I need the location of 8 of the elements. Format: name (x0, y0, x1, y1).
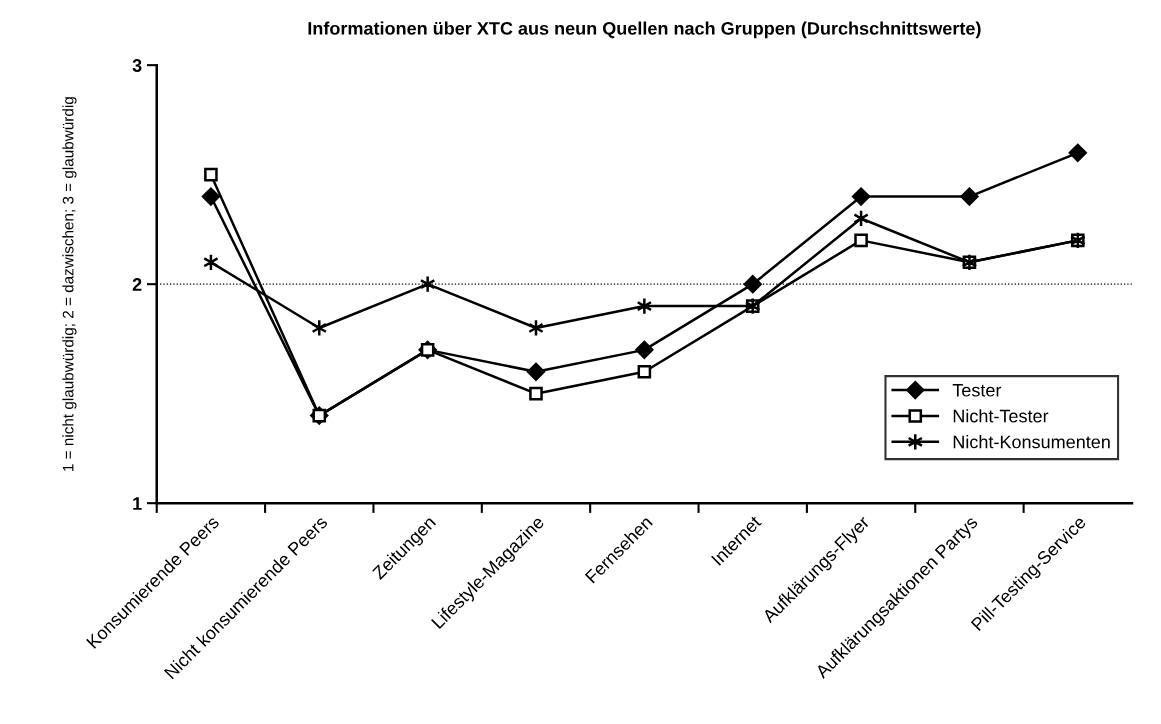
legend-label: Nicht-Konsumenten (953, 435, 1110, 449)
y-tick-label: 1 (133, 497, 142, 510)
legend-label: Nicht-Tester (953, 409, 1049, 423)
y-tick-label: 3 (132, 59, 142, 72)
y-tick-label: 2 (132, 278, 142, 291)
chart-title: Informationen über XTC aus neun Quellen nach Gruppen (Durchschnittswerte) (308, 21, 981, 39)
legend-label: Tester (952, 384, 1002, 397)
y-axis-title: 1 = nicht glaubwürdig; 2 = dazwischen; 3 = glaubwürdig (62, 97, 77, 471)
